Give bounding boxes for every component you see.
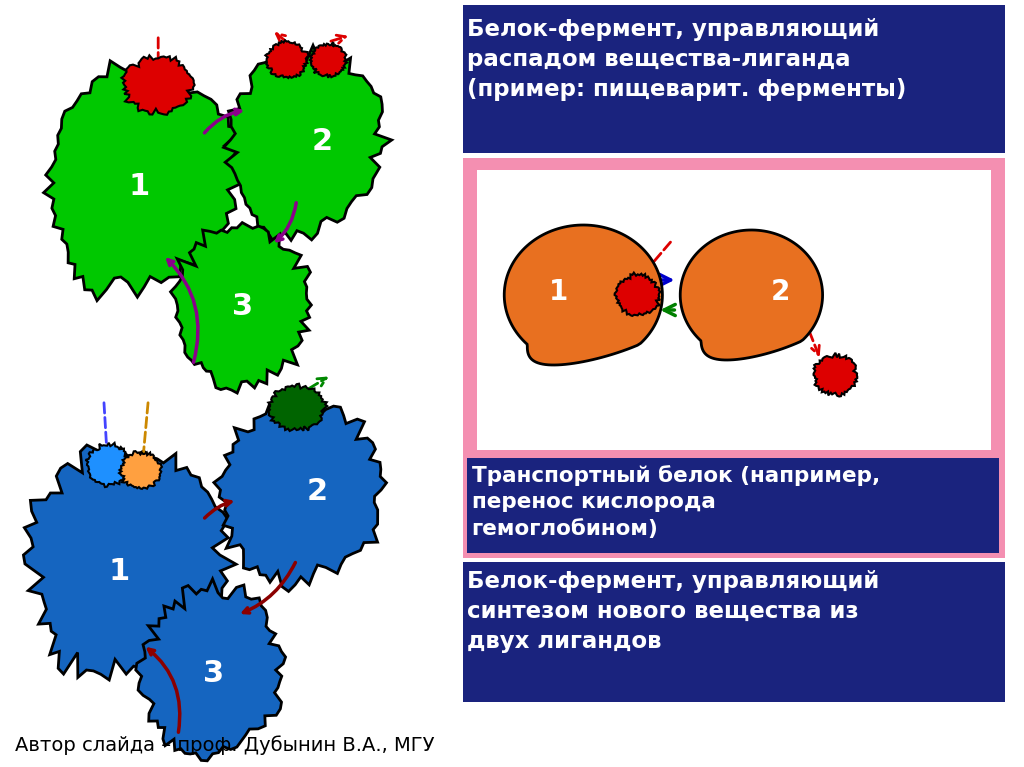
Polygon shape: [614, 272, 660, 316]
Polygon shape: [504, 225, 663, 365]
FancyBboxPatch shape: [463, 5, 1005, 153]
FancyBboxPatch shape: [463, 158, 1005, 558]
Text: 1: 1: [129, 172, 150, 201]
Text: Белок-фермент, управляющий
распадом вещества-лиганда
(пример: пищеварит. фермент: Белок-фермент, управляющий распадом веще…: [467, 18, 906, 101]
Polygon shape: [86, 443, 132, 487]
Polygon shape: [223, 45, 392, 240]
Text: Транспортный белок (например,
перенос кислорода
гемоглобином): Транспортный белок (например, перенос ки…: [472, 465, 880, 538]
Text: Автор слайда – проф. Дубынин В.А., МГУ: Автор слайда – проф. Дубынин В.А., МГУ: [14, 736, 434, 755]
Text: Белок-фермент, управляющий
синтезом нового вещества из
двух лигандов: Белок-фермент, управляющий синтезом ново…: [467, 570, 879, 653]
Polygon shape: [171, 222, 311, 393]
Polygon shape: [309, 42, 347, 77]
Polygon shape: [813, 353, 857, 397]
Text: 2: 2: [311, 127, 333, 156]
FancyBboxPatch shape: [476, 170, 990, 450]
Polygon shape: [680, 230, 822, 360]
Polygon shape: [122, 55, 195, 115]
Text: 1: 1: [109, 557, 130, 586]
Polygon shape: [268, 384, 328, 431]
Polygon shape: [136, 579, 286, 761]
Polygon shape: [265, 40, 309, 78]
Polygon shape: [119, 451, 162, 489]
Polygon shape: [24, 445, 237, 680]
Text: 2: 2: [306, 477, 328, 506]
Polygon shape: [44, 61, 245, 301]
FancyBboxPatch shape: [467, 458, 998, 553]
Polygon shape: [214, 393, 386, 591]
Text: 2: 2: [771, 278, 791, 306]
Text: 1: 1: [549, 278, 568, 306]
FancyBboxPatch shape: [463, 562, 1005, 702]
Text: 3: 3: [232, 292, 254, 321]
Text: 3: 3: [203, 659, 224, 688]
